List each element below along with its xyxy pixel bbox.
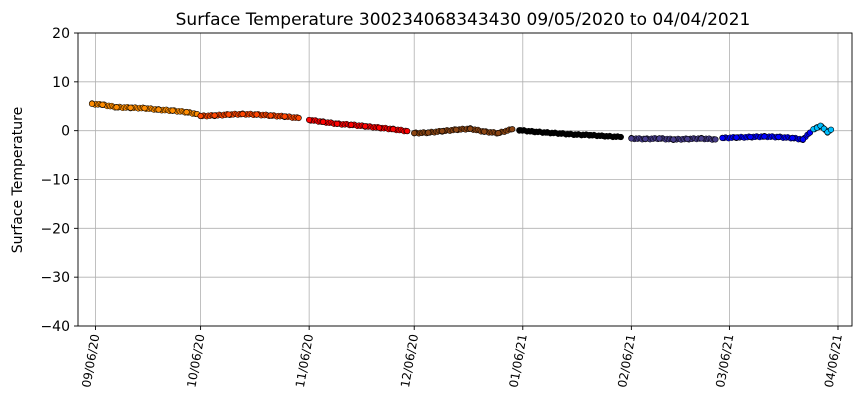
data-point <box>495 130 502 137</box>
data-point <box>775 133 782 141</box>
data-point <box>789 134 796 142</box>
data-point <box>656 135 663 142</box>
data-point <box>698 135 705 142</box>
series-4 <box>516 127 624 141</box>
data-point <box>113 104 120 111</box>
y-tick-label: −40 <box>40 319 70 335</box>
y-tick-label: −20 <box>40 221 70 237</box>
data-point <box>642 135 649 143</box>
data-series <box>88 100 835 144</box>
x-tick-label: 11/06/20 <box>293 333 316 389</box>
x-tick-label: 04/06/21 <box>822 333 845 389</box>
data-point <box>197 112 204 120</box>
data-point <box>334 120 341 127</box>
data-point <box>733 134 740 141</box>
data-point <box>439 128 446 135</box>
x-tick-label: 02/06/21 <box>615 333 638 389</box>
data-point <box>586 131 593 139</box>
data-point <box>404 128 411 135</box>
data-point <box>362 123 369 130</box>
y-tick-label: 20 <box>52 26 70 42</box>
x-tick-label: 12/06/20 <box>398 333 421 389</box>
series-7 <box>810 122 835 136</box>
chart-title: Surface Temperature 300234068343430 09/0… <box>176 10 751 30</box>
y-tick-label: −10 <box>40 173 70 189</box>
data-point <box>747 133 754 141</box>
x-tick-label: 10/06/20 <box>184 333 207 389</box>
data-point <box>827 126 835 133</box>
data-point <box>481 128 488 135</box>
data-point <box>411 130 418 137</box>
data-point <box>320 118 327 125</box>
data-point <box>572 131 579 138</box>
data-point <box>225 111 232 118</box>
data-point <box>239 110 246 118</box>
grid <box>78 32 852 327</box>
data-point <box>127 104 134 111</box>
data-point <box>376 124 383 131</box>
data-point <box>183 109 190 116</box>
data-point <box>425 129 432 136</box>
series-0 <box>88 100 201 118</box>
data-point <box>467 125 474 132</box>
x-tick-label: 01/06/21 <box>507 333 530 389</box>
data-point <box>684 135 691 143</box>
x-tick-label: 03/06/21 <box>713 333 736 389</box>
data-point <box>617 133 624 141</box>
data-point <box>211 112 218 119</box>
axes: 20 10 0 −10 −20 −30 −40 09/06/20 10/06/20 11/06/2… <box>40 26 853 389</box>
data-point <box>306 116 313 124</box>
data-point <box>453 126 460 133</box>
data-point <box>390 126 397 133</box>
series-6 <box>719 129 814 144</box>
data-point <box>295 114 302 122</box>
y-axis-label: Surface Temperature <box>10 107 26 253</box>
data-point <box>348 121 355 128</box>
series-1 <box>197 110 302 122</box>
data-point <box>88 100 96 107</box>
y-tick-label: 10 <box>52 75 70 91</box>
data-point <box>761 133 768 140</box>
data-point <box>558 130 565 137</box>
data-point <box>712 136 719 143</box>
data-point <box>600 132 607 140</box>
y-tick-label: −30 <box>40 270 70 286</box>
data-point <box>544 129 551 136</box>
data-point <box>267 112 274 119</box>
series-3 <box>411 125 516 137</box>
data-point <box>155 106 162 113</box>
data-point <box>719 134 726 142</box>
series-5 <box>628 134 719 144</box>
series-2 <box>306 116 411 135</box>
data-point <box>99 101 106 108</box>
y-tick-label: 0 <box>61 124 70 140</box>
data-point <box>281 113 288 120</box>
data-point <box>516 127 523 134</box>
data-point <box>141 105 148 112</box>
data-point <box>169 107 176 114</box>
x-tick-label: 09/06/20 <box>79 333 102 389</box>
data-point <box>628 135 635 142</box>
data-point <box>799 136 807 143</box>
data-point <box>530 128 537 135</box>
data-point <box>670 136 677 143</box>
data-point <box>509 126 516 133</box>
data-point <box>253 111 260 118</box>
plot-frame <box>77 32 853 327</box>
